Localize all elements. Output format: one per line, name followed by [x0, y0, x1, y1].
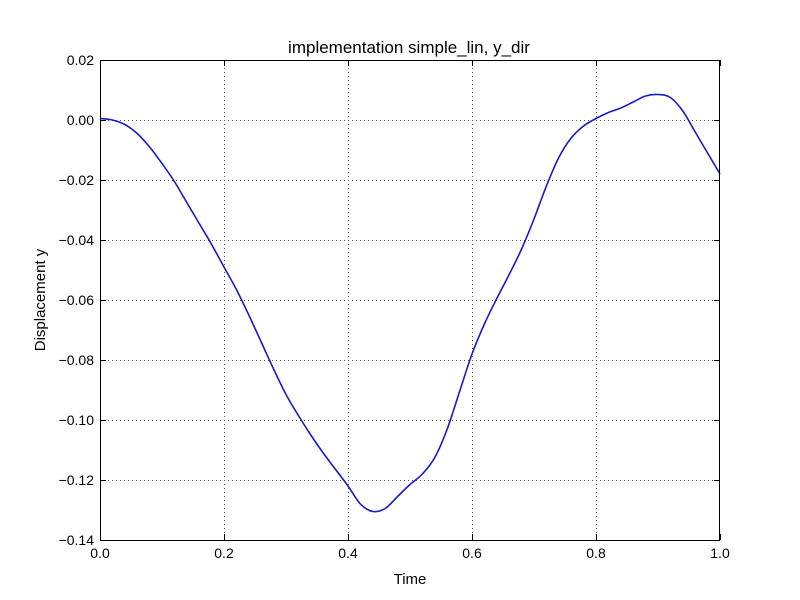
axis-ticks	[100, 60, 721, 541]
x-axis-label: Time	[394, 571, 427, 588]
y-tick-label: −0.08	[59, 352, 95, 368]
series-layer	[99, 93, 721, 513]
tick-labels: 0.0 0.2 0.4 0.6 0.8 1.0 0.02 0.00 −0.02 −0.04 −0.0…	[59, 52, 730, 561]
x-tick-label: 0.8	[586, 545, 606, 561]
y-tick-label: −0.04	[59, 232, 95, 248]
x-tick-label: 0.2	[214, 545, 234, 561]
y-tick-label: 0.02	[67, 52, 94, 68]
y-tick-label: −0.10	[59, 412, 95, 428]
grid	[100, 60, 720, 540]
x-tick-label: 1.0	[710, 545, 730, 561]
x-tick-label: 0.6	[462, 545, 482, 561]
y-axis-label: Displacement y	[32, 248, 49, 351]
plot-frame	[100, 60, 720, 541]
y-tick-label: −0.06	[59, 292, 95, 308]
y-tick-label: −0.02	[59, 172, 95, 188]
series-line	[99, 93, 721, 513]
chart-title: implementation simple_lin, y_dir	[288, 38, 530, 57]
x-tick-label: 0.0	[90, 545, 110, 561]
x-tick-label: 0.4	[338, 545, 358, 561]
y-tick-label: −0.12	[59, 472, 95, 488]
y-tick-label: 0.00	[67, 112, 94, 128]
y-tick-label: −0.14	[59, 532, 95, 548]
